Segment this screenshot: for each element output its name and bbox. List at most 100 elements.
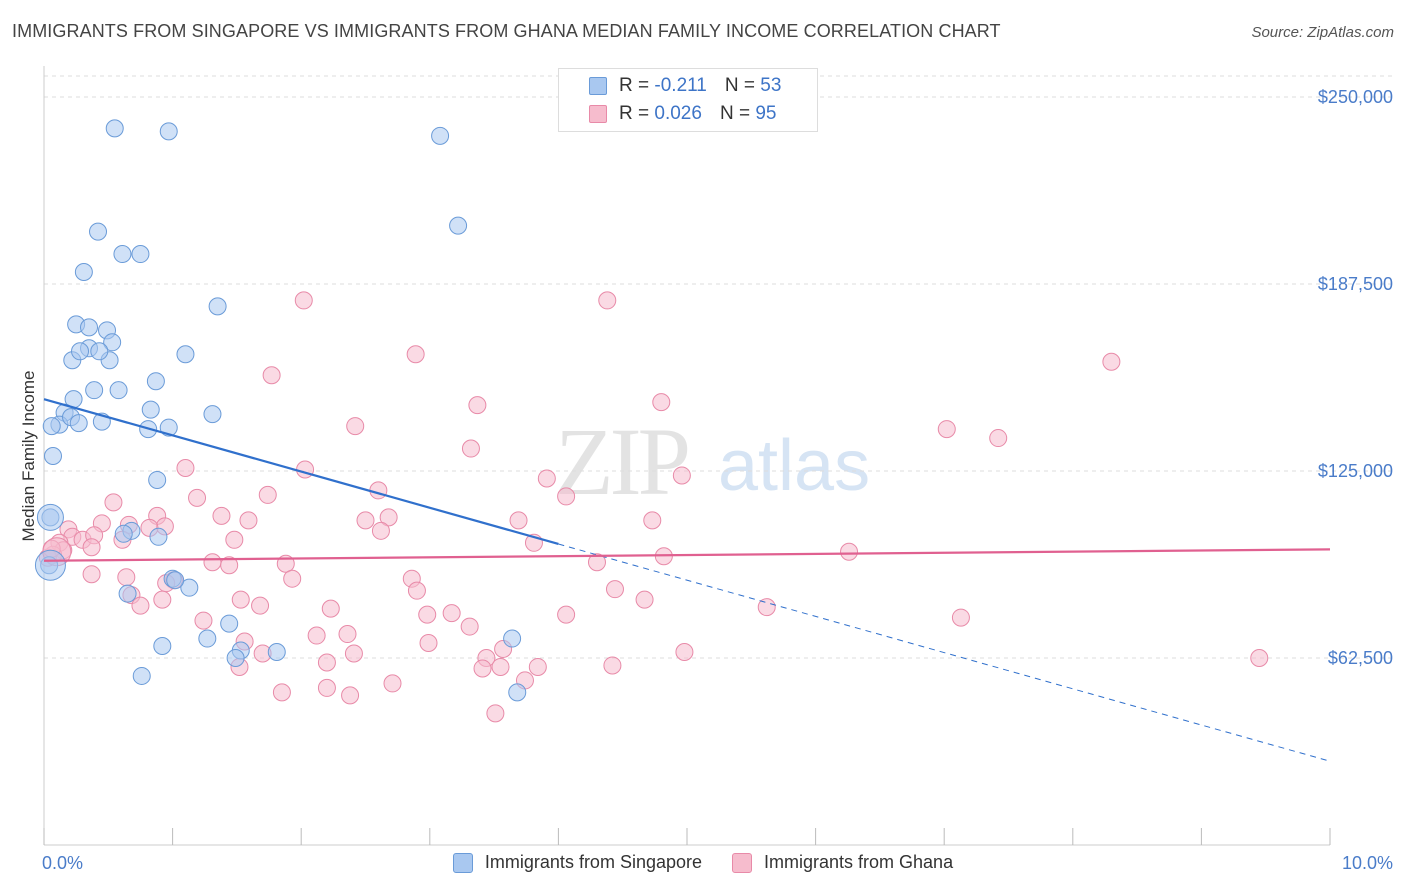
y-tick-labels: $62,500 $125,000 $187,500 $250,000 <box>1318 87 1393 668</box>
singapore-n-value: 53 <box>760 75 782 96</box>
ghana-point <box>212 506 231 525</box>
singapore-point <box>71 342 90 361</box>
ghana-point <box>1250 648 1269 667</box>
ghana-point <box>509 511 528 530</box>
ghana-point <box>951 608 970 627</box>
ghana-point <box>203 553 222 572</box>
correlation-legend: R = -0.211 N = 53 R = 0.026 N = 95 <box>558 68 818 132</box>
singapore-trend-line <box>43 398 559 546</box>
y-tick-label: $250,000 <box>1318 87 1393 107</box>
singapore-point <box>42 417 61 436</box>
source-credit: Source: ZipAtlas.com <box>1251 24 1394 41</box>
y-axis-label: Median Family Income <box>19 370 38 541</box>
ghana-point <box>231 590 250 609</box>
chart-title: IMMIGRANTS FROM SINGAPORE VS IMMIGRANTS … <box>12 21 1001 41</box>
singapore-point <box>208 297 227 316</box>
ghana-r-label: R = <box>619 103 650 124</box>
ghana-point <box>82 538 101 557</box>
ghana-point <box>176 458 195 477</box>
singapore-point <box>44 447 63 466</box>
ghana-point <box>131 596 150 615</box>
singapore-point <box>503 629 522 648</box>
singapore-point-large <box>36 503 64 531</box>
ghana-point <box>341 686 360 705</box>
gridlines <box>44 75 1394 659</box>
singapore-r-value: -0.211 <box>654 75 707 96</box>
trend-lines <box>43 398 1331 762</box>
singapore-point <box>449 216 468 235</box>
y-tick-label: $187,500 <box>1318 274 1393 294</box>
ghana-point <box>344 644 363 663</box>
ghana-r-value: 0.026 <box>654 103 702 124</box>
ghana-swatch <box>589 105 607 123</box>
singapore-point <box>203 405 222 424</box>
ghana-point <box>528 657 547 676</box>
legend-swatch-ghana <box>732 852 753 873</box>
ghana-point <box>635 590 654 609</box>
singapore-point <box>159 418 178 437</box>
ghana-point <box>262 366 281 385</box>
ghana-point <box>82 565 101 584</box>
singapore-point <box>105 119 124 138</box>
y-tick-label: $125,000 <box>1318 461 1393 481</box>
ghana-point <box>317 678 336 697</box>
legend-label-singapore: Immigrants from Singapore <box>484 852 703 872</box>
singapore-point <box>267 643 286 662</box>
singapore-point <box>69 414 88 433</box>
singapore-point <box>114 524 133 543</box>
singapore-point <box>146 372 165 391</box>
legend-item-ghana: Immigrants from Ghana <box>732 852 953 873</box>
singapore-point <box>113 245 132 264</box>
ghana-point <box>418 605 437 624</box>
ghana-point <box>239 511 258 530</box>
watermark-zip: ZIP <box>555 408 688 515</box>
singapore-r-label: R = <box>619 75 650 96</box>
legend-item-singapore: Immigrants from Singapore <box>452 852 703 873</box>
series-legend: Immigrants from Singapore Immigrants fro… <box>0 852 1406 873</box>
ghana-point <box>104 493 123 512</box>
x-tick-label-min: 0.0% <box>42 853 83 873</box>
ghana-point <box>188 488 207 507</box>
ghana-point <box>840 542 859 561</box>
ghana-point <box>468 396 487 415</box>
x-ticks <box>43 828 1331 845</box>
ghana-point <box>557 487 576 506</box>
ghana-point <box>379 508 398 527</box>
ghana-point <box>937 420 956 439</box>
singapore-n-label: N = <box>724 75 755 96</box>
ghana-point <box>461 439 480 458</box>
ghana-point <box>491 657 510 676</box>
ghana-point <box>989 429 1008 448</box>
singapore-point <box>131 245 150 264</box>
ghana-point <box>407 581 426 600</box>
singapore-point <box>153 637 172 656</box>
legend-swatch-singapore <box>452 852 473 873</box>
singapore-point <box>74 262 93 281</box>
singapore-point <box>90 342 109 361</box>
ghana-point <box>117 568 136 587</box>
ghana-point <box>406 345 425 364</box>
singapore-swatch <box>589 77 607 95</box>
singapore-point <box>226 648 245 667</box>
legend-row-ghana: R = 0.026 N = 95 <box>559 99 776 129</box>
singapore-point <box>85 381 104 400</box>
legend-label-ghana: Immigrants from Ghana <box>764 852 954 872</box>
ghana-point <box>473 659 492 678</box>
ghana-point <box>317 653 336 672</box>
ghana-point <box>757 598 776 617</box>
ghana-point <box>338 625 357 644</box>
watermark-atlas: atlas <box>718 426 870 506</box>
ghana-point <box>356 511 375 530</box>
x-tick-label-max: 10.0% <box>1342 853 1393 873</box>
ghana-point <box>557 605 576 624</box>
legend-row-singapore: R = -0.211 N = 53 <box>559 71 781 101</box>
ghana-point <box>225 530 244 549</box>
singapore-point <box>159 122 178 141</box>
ghana-point <box>419 634 438 653</box>
ghana-n-value: 95 <box>755 103 777 124</box>
ghana-point <box>294 291 313 310</box>
ghana-point <box>369 481 388 500</box>
ghana-point <box>652 393 671 412</box>
singapore-trend-extension <box>558 543 1331 762</box>
